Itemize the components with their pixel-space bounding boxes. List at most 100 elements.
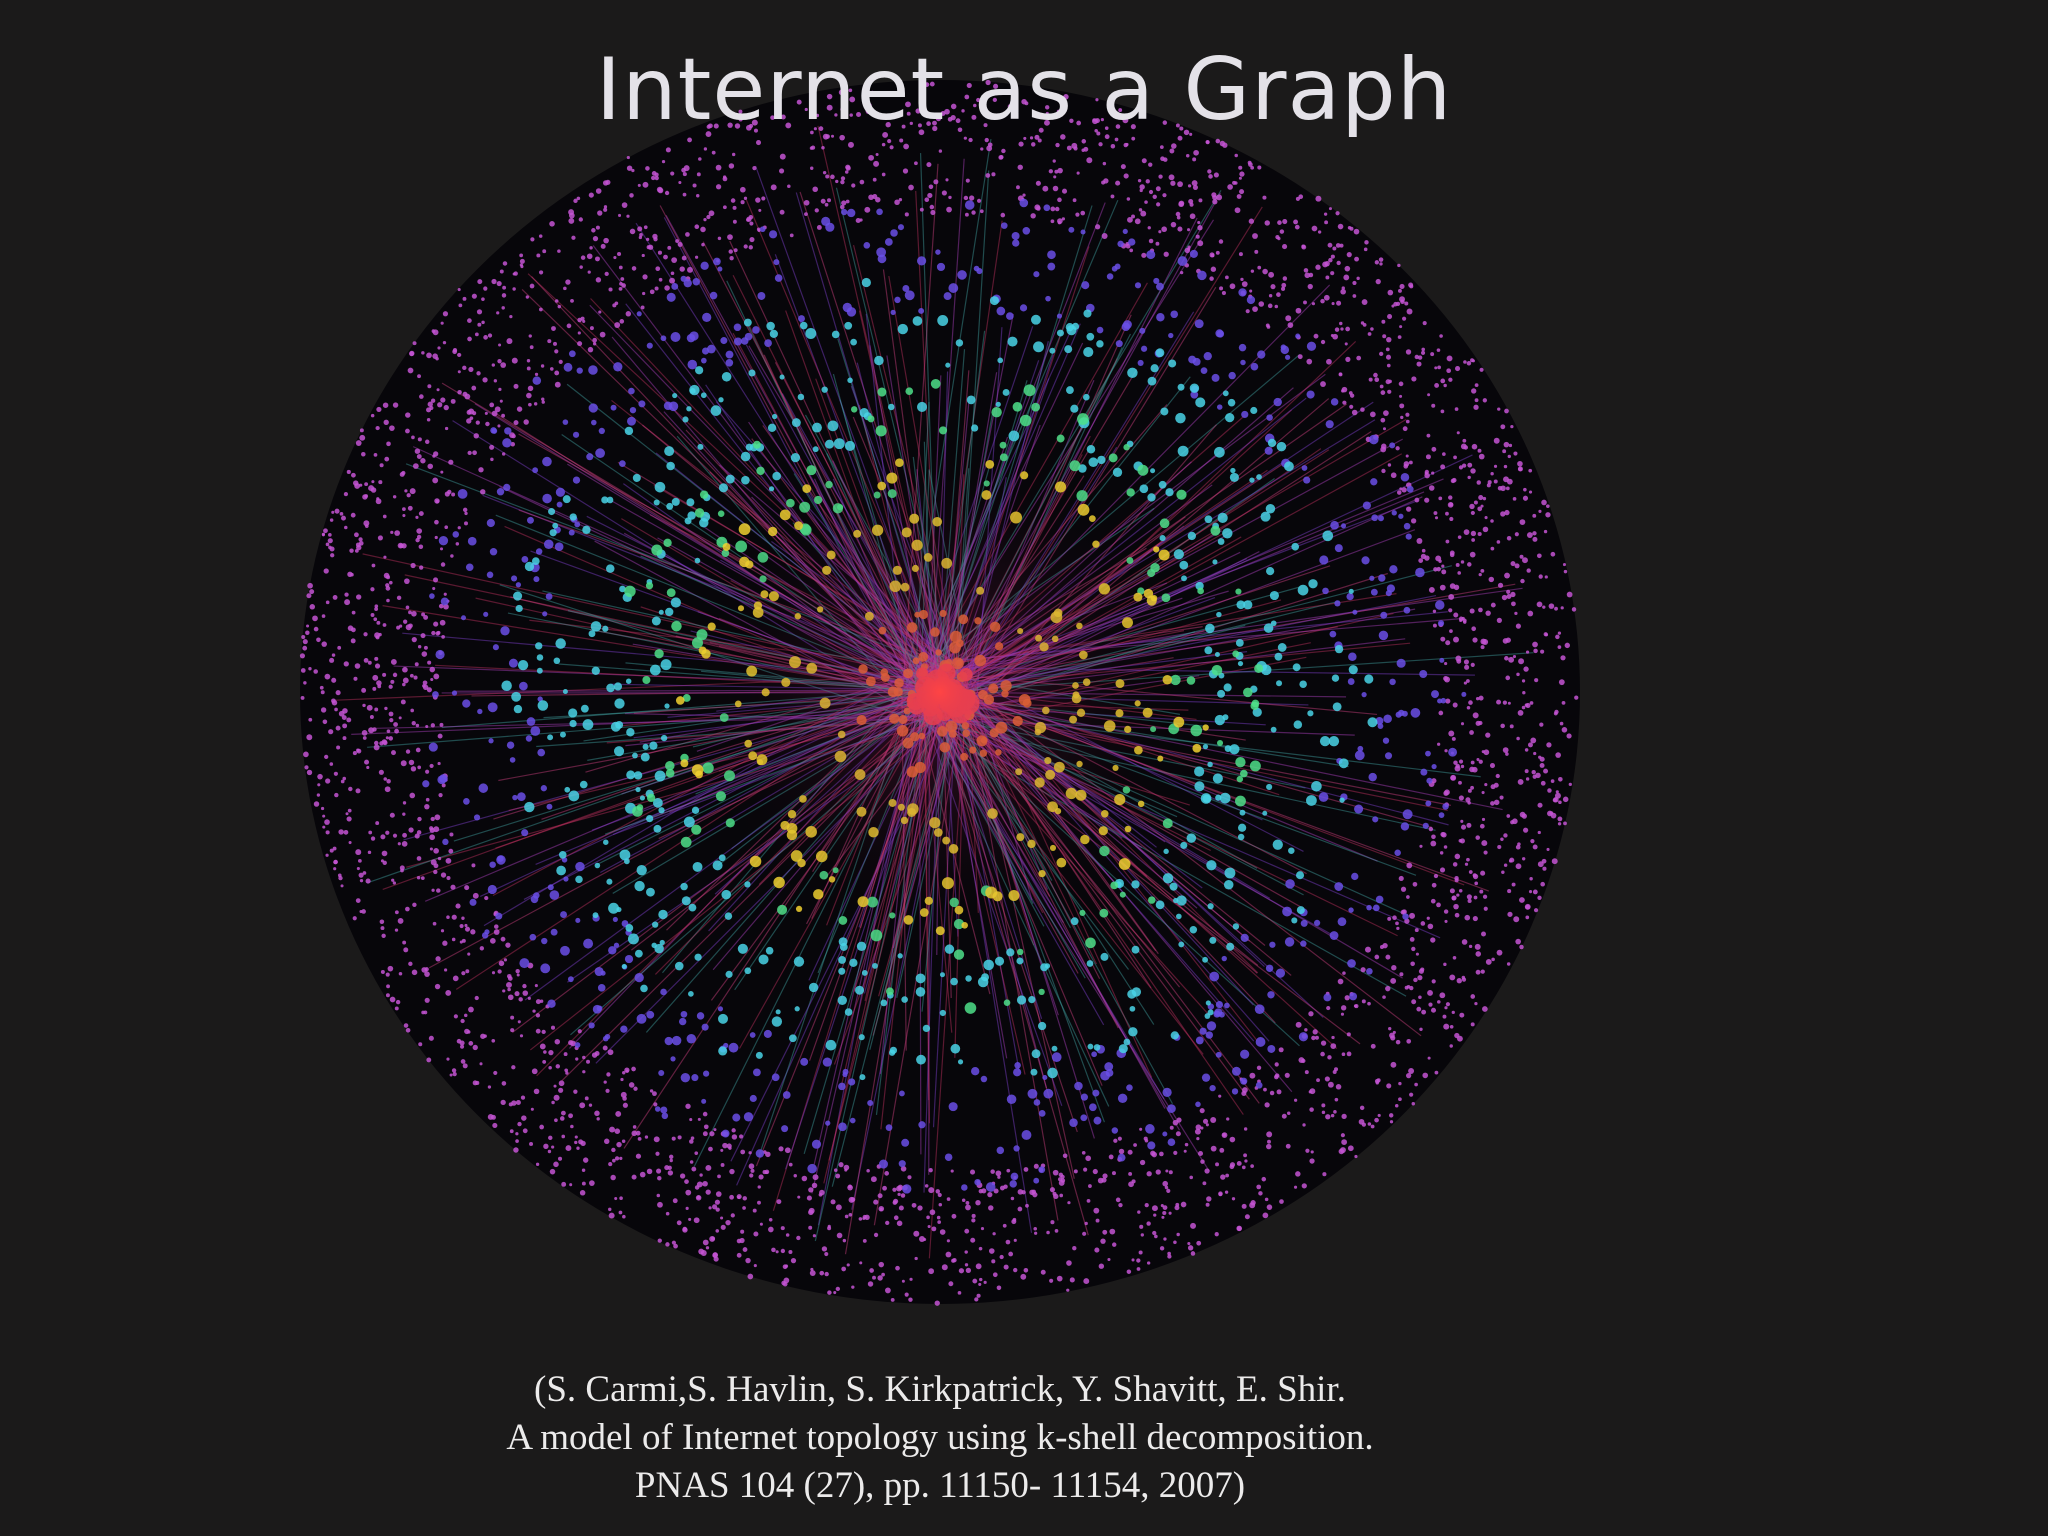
node [636,865,647,876]
node [1510,561,1516,567]
node [592,342,597,346]
node [408,827,414,833]
node [1061,217,1065,221]
node [1015,185,1020,190]
node [325,830,330,835]
node [965,1267,972,1273]
node [1427,1056,1431,1060]
node [306,593,312,599]
node [1176,489,1187,500]
node [935,115,942,122]
node [755,1149,765,1158]
node [1197,240,1204,247]
node [426,1057,432,1063]
node [1403,606,1411,614]
node [771,1016,783,1027]
node [658,909,668,920]
node [510,441,516,447]
node [976,97,981,103]
node [636,1013,647,1024]
node [491,363,496,367]
node [552,522,559,529]
node [530,895,539,904]
node [1404,918,1410,924]
node [446,1057,450,1061]
node [1019,414,1032,427]
node [1187,1245,1194,1251]
node [352,751,357,756]
node [1056,109,1061,114]
node [1507,911,1513,917]
node [861,277,871,288]
node [1042,1074,1048,1081]
node [1216,611,1222,618]
node [1460,824,1467,830]
node [701,1023,709,1031]
node [721,889,731,900]
node [1044,119,1050,126]
node [547,884,554,891]
node [501,452,506,456]
node [1389,442,1396,449]
node [405,1027,411,1033]
node [438,793,443,798]
node [399,543,404,549]
node [567,976,574,983]
node [1532,531,1537,536]
node [1147,376,1157,386]
node [1080,229,1086,235]
node [1345,326,1351,332]
node [1428,587,1435,593]
node [918,1121,926,1129]
node [496,311,500,315]
node [1533,648,1538,654]
node [1141,158,1147,164]
node [337,873,342,878]
node [475,420,480,425]
node [1080,1114,1088,1122]
node [1250,362,1259,371]
node [429,666,436,673]
node [522,983,527,989]
node [1462,618,1467,623]
node [1558,800,1562,805]
node [1448,495,1453,500]
node [1340,1005,1347,1011]
node [1232,923,1240,930]
node [645,814,654,823]
node [927,1224,931,1229]
node [364,494,369,498]
node [621,202,628,208]
node [1246,295,1256,305]
node [592,235,599,242]
node [974,1297,979,1302]
node [702,1111,708,1117]
node [1168,174,1175,181]
node [1301,465,1308,471]
node [1392,915,1397,921]
node [604,271,609,277]
node [1231,1066,1241,1076]
node [971,210,976,215]
node [596,1117,600,1121]
node [563,1052,568,1057]
node [712,1204,718,1210]
node [984,137,989,143]
node [685,1103,691,1109]
node [316,637,321,643]
node [1401,909,1407,915]
node [617,251,622,257]
node [964,212,969,217]
node [1217,538,1225,545]
node [1292,663,1301,672]
node [749,1094,757,1103]
node [322,825,326,829]
node [946,1197,951,1201]
node [382,514,387,519]
node [862,1239,867,1243]
node [510,1028,515,1033]
node [1440,464,1446,470]
node [905,387,914,395]
node [685,1206,689,1210]
node [626,770,636,780]
